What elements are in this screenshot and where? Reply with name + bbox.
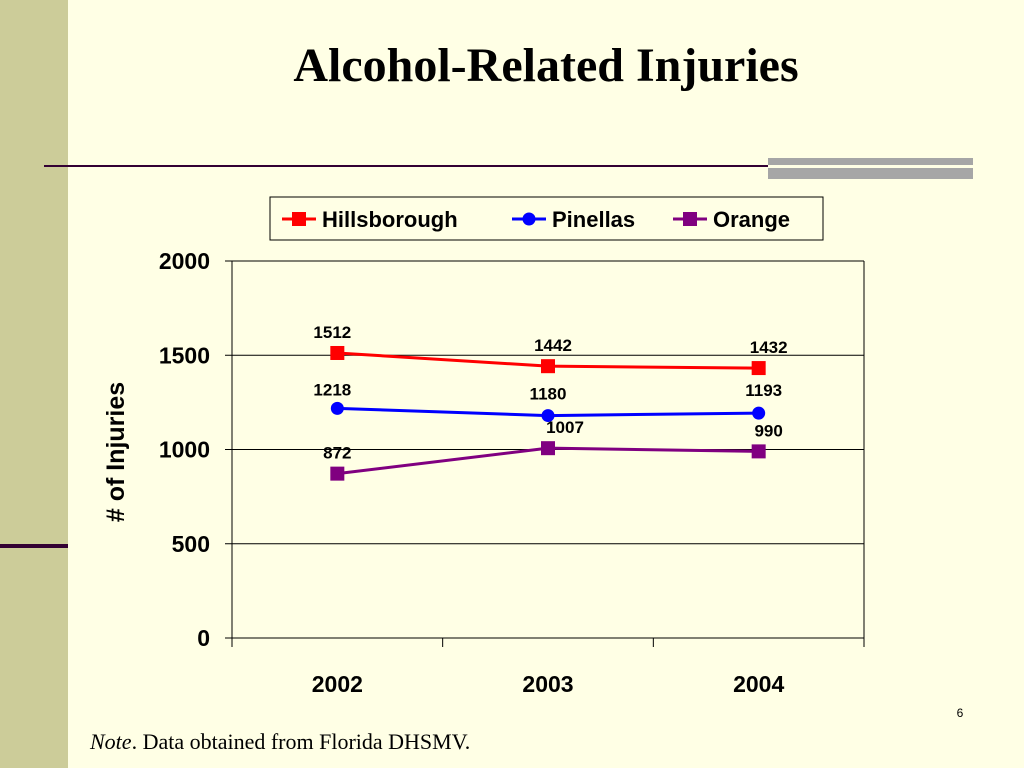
- y-tick-label-4: 2000: [159, 248, 210, 274]
- left-accent-rule: [0, 544, 68, 548]
- legend-label-orange: Orange: [713, 207, 790, 232]
- title-divider: [44, 165, 970, 167]
- legend-swatch-marker-pinellas: [522, 212, 536, 226]
- y-tick-label-1: 500: [172, 531, 210, 557]
- legend-label-pinellas: Pinellas: [552, 207, 635, 232]
- data-label-pinellas-1: 1180: [530, 385, 567, 404]
- data-label-orange-1: 1007: [546, 418, 584, 437]
- legend-box: [269, 196, 824, 241]
- marker-hillsborough-1: [541, 359, 555, 374]
- plot-area: 0 500 1000 1500 2000 2002 2003 2004 1512 1442 1432…: [159, 248, 865, 697]
- title-divider-accent: [768, 158, 973, 179]
- data-label-hillsborough-2: 1432: [750, 338, 788, 357]
- x-tick-label-1: 2003: [522, 671, 573, 697]
- accent-stripe: [768, 165, 973, 168]
- legend-swatch-marker-orange: [683, 212, 697, 226]
- data-label-orange-2: 990: [754, 421, 782, 440]
- y-tick-label-2: 1000: [159, 437, 210, 463]
- marker-orange-1: [541, 441, 555, 456]
- page-number: 6: [956, 706, 964, 720]
- marker-pinellas-0: [330, 401, 344, 415]
- marker-orange-2: [751, 444, 766, 459]
- y-tick-label-3: 1500: [159, 342, 210, 368]
- legend-label-hillsborough: Hillsborough: [322, 207, 458, 232]
- marker-hillsborough-0: [330, 345, 345, 360]
- y-axis-title: # of Injuries: [102, 382, 130, 522]
- note-label: Note: [90, 729, 132, 754]
- data-label-orange-0: 872: [323, 444, 351, 463]
- legend-swatch-marker-hillsborough: [292, 212, 306, 226]
- left-accent-band: [0, 0, 68, 768]
- note-text: . Data obtained from Florida DHSMV.: [131, 729, 471, 754]
- marker-pinellas-1: [541, 409, 555, 423]
- x-tick-label-2: 2004: [733, 671, 784, 697]
- marker-orange-0: [330, 466, 345, 481]
- chart-legend: Hillsborough Pinellas Orange: [269, 196, 824, 241]
- data-label-pinellas-2: 1193: [745, 381, 782, 400]
- x-tick-label-0: 2002: [312, 671, 363, 697]
- slide-title: Alcohol-Related Injuries: [293, 39, 799, 92]
- data-label-pinellas-0: 1218: [313, 380, 351, 399]
- data-label-hillsborough-0: 1512: [313, 323, 351, 342]
- y-tick-label-0: 0: [197, 625, 210, 651]
- marker-pinellas-2: [752, 406, 766, 420]
- marker-hillsborough-2: [751, 361, 766, 376]
- source-note: Note. Data obtained from Florida DHSMV.: [90, 729, 470, 755]
- data-label-hillsborough-1: 1442: [534, 336, 572, 355]
